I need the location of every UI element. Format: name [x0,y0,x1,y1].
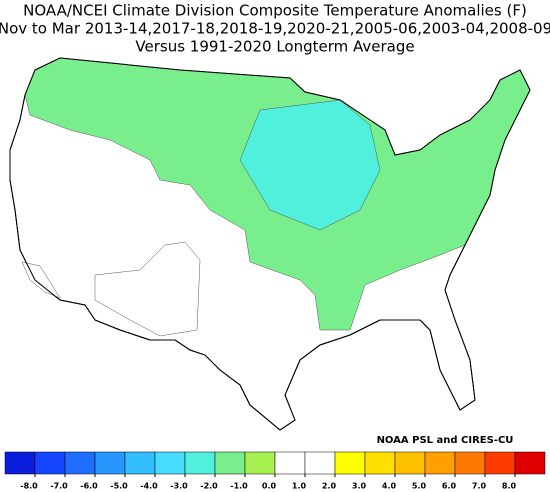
colorbar-bin [334,451,366,475]
colorbar-bin [424,451,456,475]
credit: NOAA PSL and CIRES-CU [377,435,514,446]
climate-region [21,261,61,299]
colorbar-tick-label: -1.0 [230,482,248,491]
colorbar-bin [184,451,216,475]
climate-region [94,241,201,337]
colorbar-tick-label: 2.0 [322,482,337,491]
colorbar-tick-label: 6.0 [442,482,457,491]
colorbar-bin [64,451,96,475]
colorbar-tick-label: -5.0 [110,482,128,491]
colorbar-bin [214,451,246,475]
colorbar-tick-label: -6.0 [80,482,98,491]
colorbar-bin [364,451,396,475]
colorbar-bin [514,451,546,475]
colorbar-bin [274,451,306,475]
title-line: NOAA/NCEI Climate Division Composite Tem… [23,2,527,20]
colorbar-tick-label: 0.0 [262,482,277,491]
colorbar-tick-label: 3.0 [352,482,367,491]
colorbar-bin [244,451,276,475]
colorbar-bin [94,451,126,475]
colorbar-tick-label: -7.0 [50,482,68,491]
colorbar-tick-label: 7.0 [472,482,487,491]
colorbar-tick-label: 8.0 [502,482,517,491]
us-border [9,57,531,431]
colorbar-bin [34,451,66,475]
colorbar-tick-label: -8.0 [20,482,38,491]
colorbar-tick-label: 1.0 [292,482,307,491]
colorbar-bin [484,451,516,475]
title-line: Nov to Mar 2013-14,2017-18,2018-19,2020-… [0,20,550,38]
colorbar-bin [124,451,156,475]
colorbar-tick-label: -4.0 [140,482,158,491]
colorbar-bin [4,451,36,475]
colorbar-tick-label: -3.0 [170,482,188,491]
climate-region [239,99,381,231]
colorbar-tick-label: 5.0 [412,482,427,491]
colorbar-tick-label: 4.0 [382,482,397,491]
colorbar-bin [154,451,186,475]
colorbar-bin [454,451,486,475]
colorbar-tick-label: -2.0 [200,482,218,491]
title-line: Versus 1991-2020 Longterm Average [135,38,414,56]
colorbar-bin [394,451,426,475]
colorbar-bin [304,451,336,475]
